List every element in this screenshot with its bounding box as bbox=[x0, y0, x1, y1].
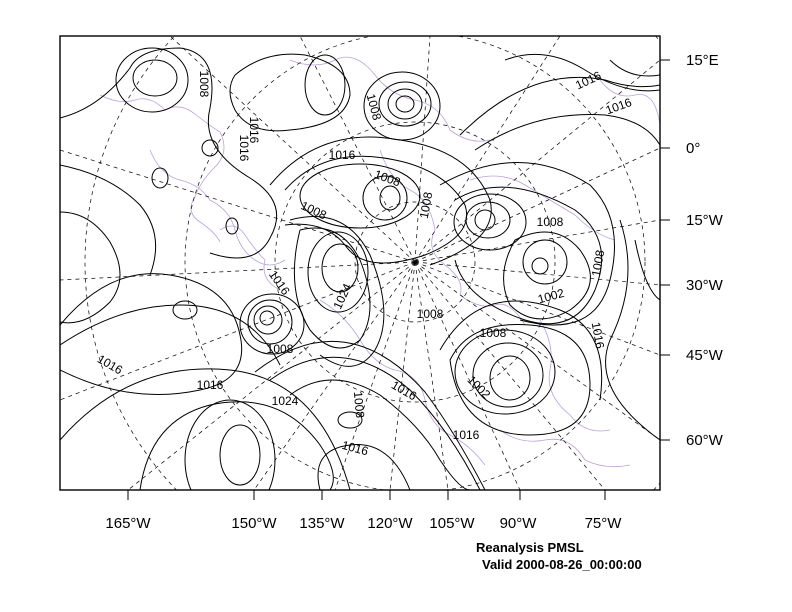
bottom-axis-label: 75°W bbox=[585, 515, 623, 532]
contour-labels: 1008 1016 1008 1016 1016 1016 1008 1008 … bbox=[95, 68, 634, 458]
contour-label: 1016 bbox=[340, 438, 370, 459]
graticule bbox=[60, 36, 660, 490]
right-axis-label: 0° bbox=[686, 140, 700, 157]
contour-label: 1008 bbox=[417, 191, 435, 220]
isobars bbox=[60, 47, 660, 490]
contour-label: 1008 bbox=[364, 92, 385, 122]
contour-label: 1016 bbox=[95, 352, 125, 378]
contour-label: 1008 bbox=[537, 215, 564, 229]
bottom-axis-label: 90°W bbox=[500, 515, 538, 532]
caption-title: Reanalysis PMSL bbox=[476, 540, 584, 555]
right-axis-label: 45°W bbox=[686, 347, 724, 364]
plot-frame bbox=[59, 35, 661, 491]
right-axis-label: 60°W bbox=[686, 432, 724, 449]
contour-label: 1016 bbox=[247, 117, 261, 144]
contour-label: 1002 bbox=[536, 286, 566, 307]
contour-label: 1002 bbox=[464, 373, 493, 402]
contour-label: 1008 bbox=[351, 391, 367, 419]
caption-valid-time: Valid 2000-08-26_00:00:00 bbox=[482, 557, 642, 572]
contour-label: 1016 bbox=[329, 148, 356, 162]
contour-label: 1016 bbox=[573, 68, 603, 92]
right-axis-label: 15°E bbox=[686, 52, 719, 69]
contour-label: 1016 bbox=[453, 428, 480, 442]
contour-label: 1008 bbox=[589, 249, 607, 278]
right-ticks bbox=[660, 59, 670, 441]
contour-label: 1008 bbox=[480, 326, 507, 340]
contour-label: 1016 bbox=[197, 378, 224, 392]
bottom-axis-label: 135°W bbox=[299, 515, 345, 532]
bottom-axis-label: 165°W bbox=[105, 515, 151, 532]
contour-label: 1016 bbox=[589, 321, 607, 350]
contour-label: 1008 bbox=[267, 342, 294, 356]
bottom-axis-label: 120°W bbox=[367, 515, 413, 532]
contour-label: 1016 bbox=[237, 135, 251, 162]
contour-label: 1024 bbox=[272, 394, 299, 408]
contour-label: 1008 bbox=[197, 71, 211, 98]
contour-label: 1016 bbox=[604, 95, 634, 117]
coastlines bbox=[99, 56, 660, 468]
contour-label: 1008 bbox=[299, 198, 329, 222]
bottom-axis-label: 150°W bbox=[231, 515, 277, 532]
contour-label: 1024 bbox=[330, 281, 354, 311]
bottom-axis-label: 105°W bbox=[429, 515, 475, 532]
contour-label: 1008 bbox=[417, 307, 444, 321]
bottom-ticks bbox=[127, 490, 606, 500]
right-axis-label: 15°W bbox=[686, 212, 724, 229]
right-axis-label: 30°W bbox=[686, 277, 724, 294]
